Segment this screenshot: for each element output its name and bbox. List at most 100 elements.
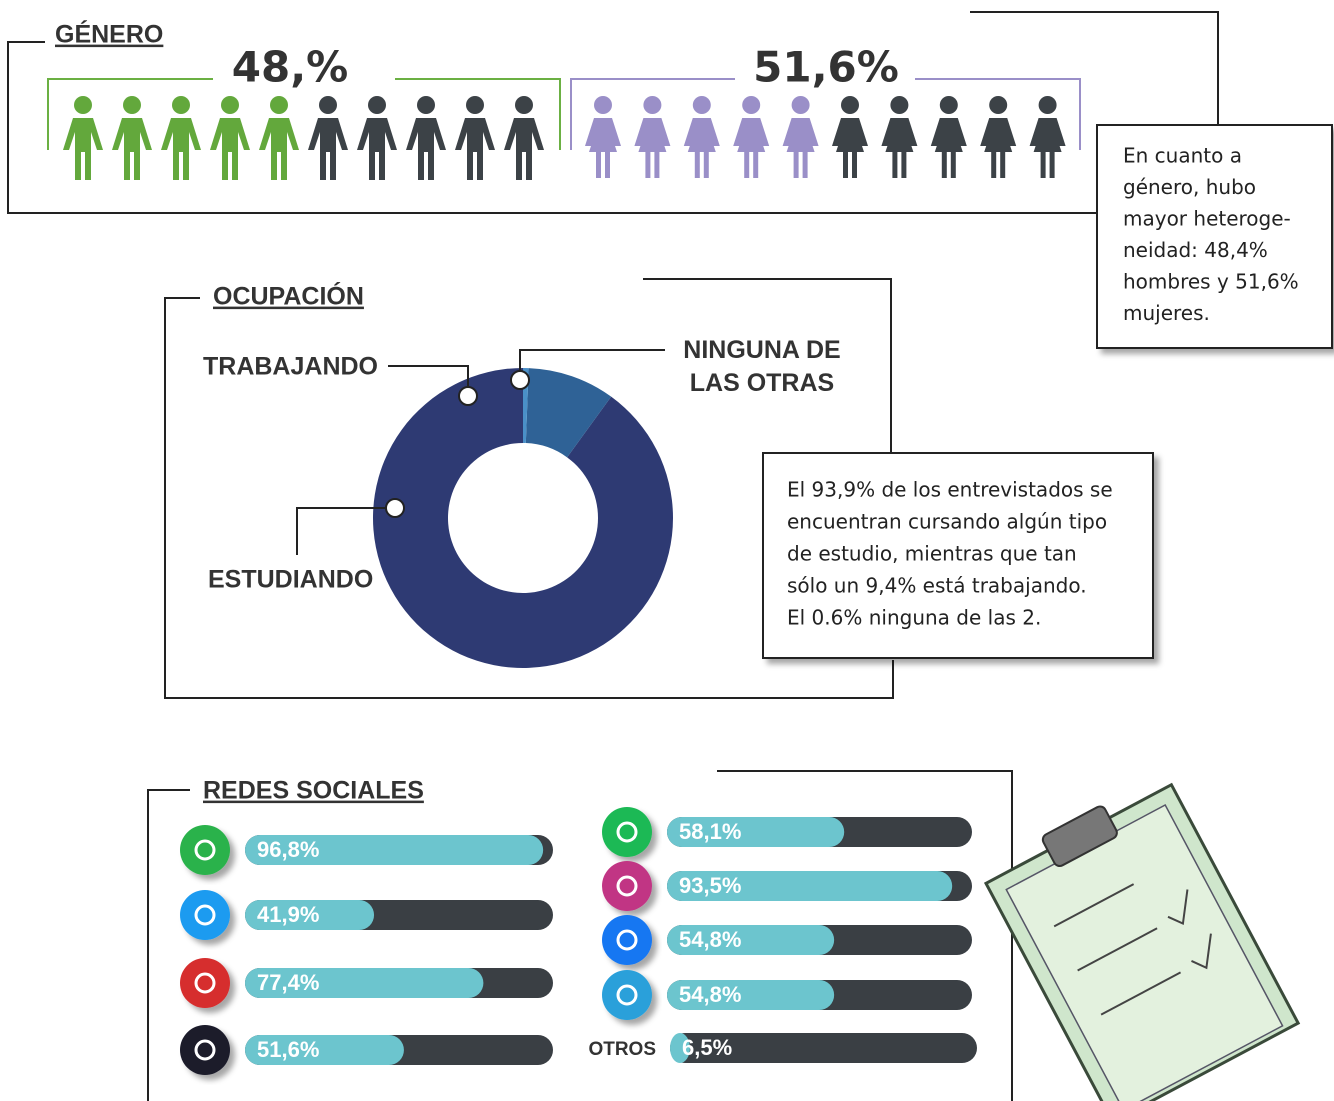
person-icon — [881, 96, 917, 178]
body — [733, 118, 769, 178]
person-icon — [63, 96, 103, 180]
bar-chart: 96,8% 41,9% 77,4% 51,6% 58,1% 93,5% 54,8% 54,8%… — [180, 807, 977, 1075]
social-icon — [180, 1025, 230, 1075]
note-line: El 93,9% de los entrevistados se — [787, 478, 1113, 502]
note-line: neidad: 48,4% — [1123, 238, 1268, 262]
head — [417, 96, 435, 114]
head — [319, 96, 337, 114]
head — [693, 96, 711, 114]
person-icon — [112, 96, 152, 180]
head — [940, 96, 958, 114]
value-label: 41,9% — [257, 902, 319, 927]
head — [890, 96, 908, 114]
person-icon — [832, 96, 868, 178]
head — [643, 96, 661, 114]
note-line: hombres y 51,6% — [1123, 270, 1299, 294]
value-label: 6,5% — [682, 1035, 732, 1060]
body — [980, 118, 1016, 178]
value-label: 58,1% — [679, 819, 741, 844]
body — [684, 118, 720, 178]
head — [989, 96, 1007, 114]
infographic: GÉNERO 48,% 51,6% En cuanto a género, hub… — [0, 0, 1334, 1101]
person-icon — [733, 96, 769, 178]
social-icon — [602, 861, 652, 911]
head — [123, 96, 141, 114]
body — [504, 118, 544, 180]
section-title: GÉNERO — [55, 20, 163, 49]
value-label: 54,8% — [679, 982, 741, 1007]
person-icon — [455, 96, 495, 180]
value-label: 51,6% — [257, 1037, 319, 1062]
body — [931, 118, 967, 178]
person-icon — [980, 96, 1016, 178]
section-title: REDES SOCIALES — [203, 777, 424, 805]
body — [308, 118, 348, 180]
person-icon — [585, 96, 621, 178]
person-icon — [161, 96, 201, 180]
person-icon — [1030, 96, 1066, 178]
head — [841, 96, 859, 114]
body — [161, 118, 201, 180]
social-icon — [180, 958, 230, 1008]
pictograph — [63, 96, 1066, 180]
body — [210, 118, 250, 180]
frame — [643, 279, 891, 452]
section-title: OCUPACIÓN — [213, 281, 364, 311]
percent-label: 48,% — [232, 43, 348, 92]
head — [270, 96, 288, 114]
body — [63, 118, 103, 180]
value-label: 77,4% — [257, 970, 319, 995]
category-label: OTROS — [588, 1039, 656, 1060]
clipboard — [979, 772, 1298, 1101]
head — [1039, 96, 1057, 114]
body — [406, 118, 446, 180]
value-label: 54,8% — [679, 927, 741, 952]
note-line: encuentran cursando algún tipo — [787, 510, 1107, 534]
person-icon — [210, 96, 250, 180]
person-icon — [931, 96, 967, 178]
note-line: género, hubo — [1123, 175, 1256, 199]
body — [881, 118, 917, 178]
body — [455, 118, 495, 180]
person-icon — [783, 96, 819, 178]
head — [221, 96, 239, 114]
person-icon — [634, 96, 670, 178]
value-label: 93,5% — [679, 873, 741, 898]
note-line: mayor heteroge- — [1123, 207, 1291, 231]
head — [742, 96, 760, 114]
person-icon — [357, 96, 397, 180]
social-icon — [180, 890, 230, 940]
head — [515, 96, 533, 114]
body — [112, 118, 152, 180]
head — [792, 96, 810, 114]
head — [594, 96, 612, 114]
note-line: En cuanto a — [1123, 144, 1242, 168]
head — [466, 96, 484, 114]
leader-dot — [386, 499, 404, 517]
social-icon — [602, 970, 652, 1020]
frame — [970, 12, 1218, 125]
body — [585, 118, 621, 178]
person-icon — [684, 96, 720, 178]
person-icon — [406, 96, 446, 180]
social-icon — [602, 915, 652, 965]
body — [259, 118, 299, 180]
note-line: de estudio, mientras que tan — [787, 542, 1077, 566]
body — [832, 118, 868, 178]
leader-dot — [459, 387, 477, 405]
value-label: 96,8% — [257, 837, 319, 862]
body — [1030, 118, 1066, 178]
note-line: El 0.6% ninguna de las 2. — [787, 606, 1041, 630]
person-icon — [308, 96, 348, 180]
donut-chart: ESTUDIANDO TRABAJANDO NINGUNA DELAS OTRAS — [203, 336, 841, 668]
body — [357, 118, 397, 180]
slice-label: TRABAJANDO — [203, 353, 378, 381]
body — [634, 118, 670, 178]
percent-label: 51,6% — [753, 43, 899, 92]
social-icon — [602, 807, 652, 857]
note-line: mujeres. — [1123, 301, 1210, 325]
person-icon — [504, 96, 544, 180]
head — [368, 96, 386, 114]
slice-label: ESTUDIANDO — [208, 566, 373, 594]
